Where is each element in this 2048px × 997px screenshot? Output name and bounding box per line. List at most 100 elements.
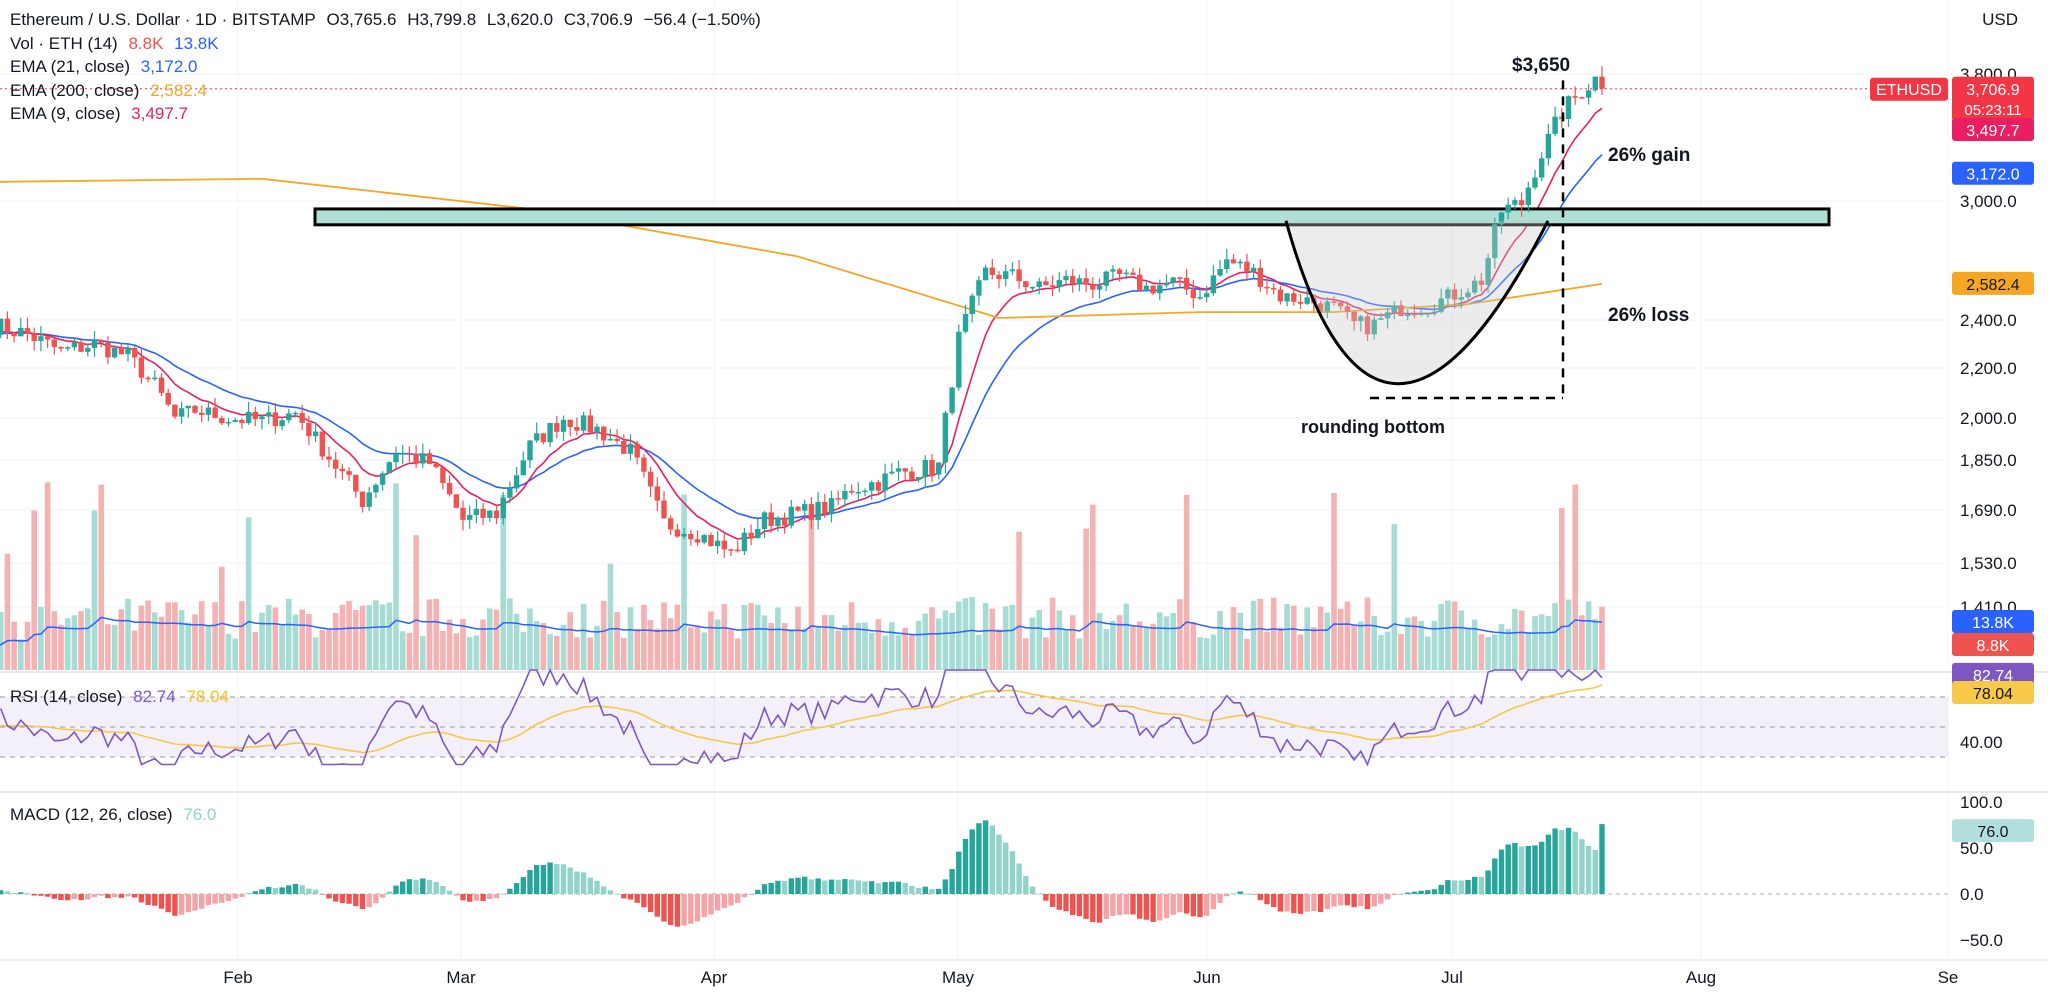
candle-body [1344,306,1351,312]
volume-bar [996,629,1002,670]
candle-body [31,333,37,342]
volume-bar [1552,603,1558,670]
volume-bar [1170,612,1176,670]
legend-volume[interactable]: Vol · ETH (14) 8.8K 13.8K [10,33,225,55]
candle-body [1183,277,1190,290]
candle-body [507,488,513,498]
volume-bar [413,535,419,670]
macd-bar [942,879,949,894]
candle-body [205,407,212,415]
macd-bar [1505,844,1511,894]
volume-bar [1445,600,1451,670]
macd-bar [152,894,158,906]
volume-bar [366,605,372,670]
candle-body [554,423,560,432]
rounding-bottom-curve [1284,220,1550,386]
macd-bar [1351,894,1357,908]
legend-ema9[interactable]: EMA (9, close) 3,497.7 [10,103,194,125]
candle-body [1465,292,1471,298]
macd-bar [467,894,473,902]
volume-bar [788,628,795,670]
volume-bar [393,483,399,670]
macd-bar [1029,886,1036,894]
macd-bar [962,838,969,894]
candle-body [1539,158,1545,178]
rsi-tick-label: 40.00 [1960,733,2003,752]
volume-bar [1063,630,1069,670]
price-axis[interactable]: 3,800.03,000.02,400.02,200.02,000.01,850… [1870,65,2034,950]
candle-body [627,443,634,454]
time-axis[interactable]: Feb Mar Apr May Jun Jul Aug Se [223,968,1958,987]
macd-bar [65,894,71,901]
volume-bar [1264,631,1270,670]
volume-bar [64,618,71,670]
candle-body [1384,312,1391,319]
macd-bar [808,879,815,894]
macd-bar [694,894,701,922]
candle-body [1512,200,1518,205]
volume-bar [1036,609,1042,670]
volume-a-tag: 8.8K [1977,638,2010,655]
ema9-tag-bg [1952,117,2034,141]
macd-bar [976,823,982,894]
macd-bar [701,894,707,917]
candle-body [1599,76,1605,89]
candle-body [1143,285,1150,291]
candle-body [426,453,433,464]
macd-bar [708,894,714,915]
volume-bar [1538,614,1545,670]
macd-bar [259,889,265,894]
macd-bar [922,886,928,894]
candle-body [540,433,547,443]
candle-body [1418,313,1424,315]
macd-bar [1304,894,1310,912]
candle-body [266,412,272,417]
time-tick-label: Feb [223,968,252,987]
macd-bar [426,880,433,894]
candle-body [1592,76,1598,91]
candle-body [286,413,292,421]
candle-body [647,471,654,487]
volume-bar [1150,623,1156,670]
candle-body [674,529,681,537]
macd-bar [1009,851,1016,894]
volume-bar [158,616,165,670]
time-tick-label: Jun [1193,968,1220,987]
volume-bar [935,618,942,670]
currency-selector[interactable]: USD [1982,10,2018,29]
macd-bar [1230,893,1237,895]
legend-ema21[interactable]: EMA (21, close) 3,172.0 [10,56,203,78]
candle-body [272,412,279,427]
macd-bar [1137,894,1143,919]
candle-body [1163,282,1170,286]
last-price-tag: 3,706.9 [1966,82,2019,99]
candle-body [654,486,660,501]
legend-ema9-label: EMA (9, close) [10,104,121,123]
candle-body [621,440,627,454]
candle-body [199,412,205,415]
volume-bar [922,613,929,670]
candle-body [1023,281,1029,288]
candle-body [520,460,526,476]
volume-bar [460,618,466,670]
legend-ema200[interactable]: EMA (200, close) 2,582.4 [10,80,213,102]
volume-bar [667,618,674,670]
candle-body [433,463,439,468]
candle-body [460,507,466,520]
macd-bar [286,885,292,894]
candle-body [1451,289,1458,300]
legend-rsi[interactable]: RSI (14, close) 82.74 78.04 [10,686,235,708]
volume-bar [1043,637,1049,670]
macd-bar [4,891,11,894]
candle-body [1317,303,1324,312]
volume-bar [58,624,64,670]
candle-body [755,528,761,539]
volume-bar [982,603,989,670]
macd-bar [91,894,98,897]
legend-macd[interactable]: MACD (12, 26, close) 76.0 [10,804,222,826]
volume-bar [279,625,285,670]
volume-bar [1317,606,1324,670]
macd-bar [1291,894,1297,914]
candle-body [855,491,861,494]
